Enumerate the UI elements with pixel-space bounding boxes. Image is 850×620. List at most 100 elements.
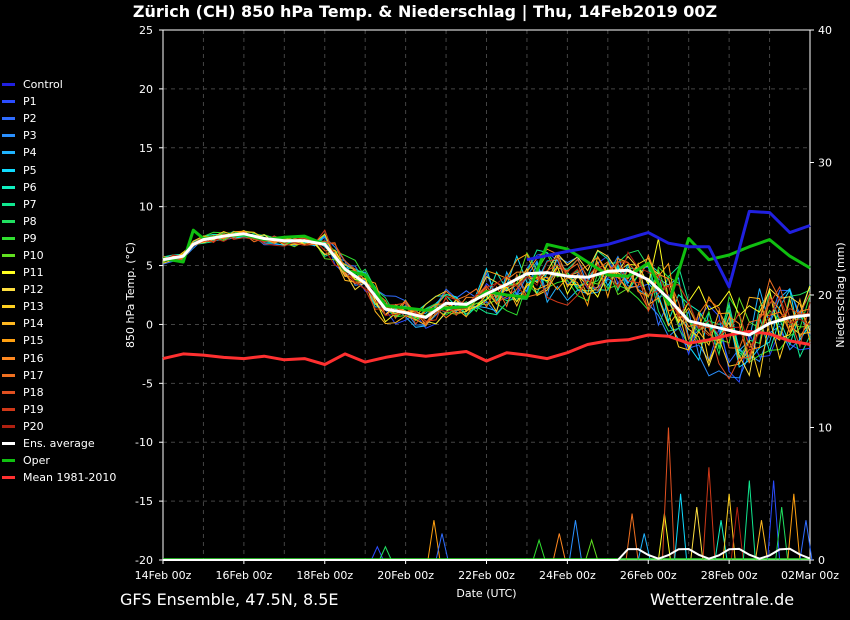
legend-swatch [2, 305, 15, 309]
x-tick-label: 16Feb 00z [216, 569, 273, 582]
y-tick-label: 5 [146, 260, 153, 273]
legend-swatch [2, 373, 15, 377]
legend-item: P10 [2, 247, 116, 264]
legend-swatch [2, 134, 15, 138]
legend-item: P17 [2, 367, 116, 384]
legend-label: P13 [23, 300, 44, 314]
legend-label: Control [23, 78, 63, 92]
precip-spike [730, 506, 744, 561]
legend-label: P3 [23, 129, 37, 143]
legend-label: P10 [23, 248, 44, 262]
y-right-tick-label: 20 [818, 289, 832, 302]
legend-item: Ens. average [2, 435, 116, 452]
x-tick-label: 26Feb 00z [620, 569, 677, 582]
legend-swatch [2, 236, 15, 240]
x-tick-label: 24Feb 00z [539, 569, 596, 582]
legend-swatch [2, 459, 15, 463]
y-tick-label: 25 [139, 24, 153, 37]
legend-label: Oper [23, 454, 50, 468]
precip-spike [370, 545, 384, 561]
precip-spike [690, 506, 704, 561]
legend-label: P9 [23, 231, 37, 245]
legend-label: P2 [23, 112, 37, 126]
precip-spike [775, 506, 789, 561]
legend-item: Mean 1981-2010 [2, 469, 116, 486]
control-line [526, 209, 811, 289]
legend-swatch [2, 219, 15, 223]
legend-item: P16 [2, 350, 116, 367]
x-tick-label: 20Feb 00z [377, 569, 434, 582]
legend-item: P4 [2, 144, 116, 161]
legend-item: P6 [2, 179, 116, 196]
y-tick-label: 10 [139, 201, 153, 214]
legend-label: P5 [23, 163, 37, 177]
legend-swatch [2, 322, 15, 326]
y-tick-label: 15 [139, 142, 153, 155]
x-axis-label: Date (UTC) [456, 587, 516, 600]
highlight-lines [162, 209, 811, 561]
ensemble-lines [162, 229, 813, 561]
legend-swatch [2, 339, 15, 343]
legend-item: P3 [2, 127, 116, 144]
legend-swatch [2, 117, 15, 121]
y-tick-label: -10 [135, 436, 153, 449]
legend-swatch [2, 100, 15, 104]
precip-spike [378, 545, 392, 561]
legend-item: P2 [2, 110, 116, 127]
legend-swatch [2, 185, 15, 189]
site-credit: Wetterzentrale.de [650, 590, 795, 609]
x-tick-label: 18Feb 00z [296, 569, 353, 582]
precip-spike [568, 520, 582, 561]
legend-label: P18 [23, 385, 44, 399]
y-right-tick-label: 10 [818, 422, 832, 435]
legend-item: Control [2, 76, 116, 93]
legend-label: P14 [23, 317, 44, 331]
x-tick-label: 02Mar 00z [781, 569, 839, 582]
legend-item: P13 [2, 298, 116, 315]
legend: Control P1 P2 P3 P4 P5 P6 P7 P8 P9 P10 P11 P12 P13 P14… [2, 76, 116, 486]
legend-label: P4 [23, 146, 37, 160]
legend-label: P12 [23, 283, 44, 297]
precip-spike [754, 520, 768, 561]
precip-spike [722, 493, 736, 561]
precip-spike [702, 467, 716, 561]
precip-spike [742, 480, 756, 561]
legend-item: P12 [2, 281, 116, 298]
x-tick-label: 14Feb 00z [135, 569, 192, 582]
y-axis-label: 850 hPa Temp. (°C) [124, 242, 137, 348]
legend-swatch [2, 83, 15, 87]
axis-labels: 25 20 15 10 5 0 -5 -10 -15 -20 40 30 20 10 0 14Feb 00z 1… [124, 24, 847, 600]
chart-title: Zürich (CH) 850 hPa Temp. & Niederschlag… [132, 2, 718, 21]
legend-swatch [2, 476, 15, 480]
precip-spike [585, 538, 599, 561]
legend-swatch [2, 390, 15, 394]
legend-item: P20 [2, 418, 116, 435]
mean-1981-2010-line [162, 330, 811, 366]
legend-swatch [2, 151, 15, 155]
precip-spike [787, 493, 801, 561]
ens-average-precip-line [163, 547, 811, 561]
precip-spike [435, 533, 449, 561]
ens-average-line [162, 232, 811, 337]
legend-item: P8 [2, 213, 116, 230]
legend-item: P14 [2, 315, 116, 332]
legend-label: P1 [23, 95, 37, 109]
precip-spike [767, 480, 781, 561]
precip-spike [661, 427, 675, 561]
precip-spike [532, 538, 546, 561]
ensemble-member-line [162, 234, 811, 368]
legend-swatch [2, 271, 15, 275]
y-right-tick-label: 40 [818, 24, 832, 37]
model-info: GFS Ensemble, 47.5N, 8.5E [120, 590, 339, 609]
legend-item: P5 [2, 161, 116, 178]
legend-label: P6 [23, 180, 37, 194]
precip-spike [674, 493, 688, 561]
y-tick-label: 0 [146, 318, 153, 331]
y-right-tick-label: 0 [818, 554, 825, 567]
legend-item: P7 [2, 196, 116, 213]
legend-item: P9 [2, 230, 116, 247]
legend-item: Oper [2, 452, 116, 469]
legend-swatch [2, 442, 15, 446]
y-tick-label: -5 [142, 377, 153, 390]
y-tick-label: -15 [135, 495, 153, 508]
